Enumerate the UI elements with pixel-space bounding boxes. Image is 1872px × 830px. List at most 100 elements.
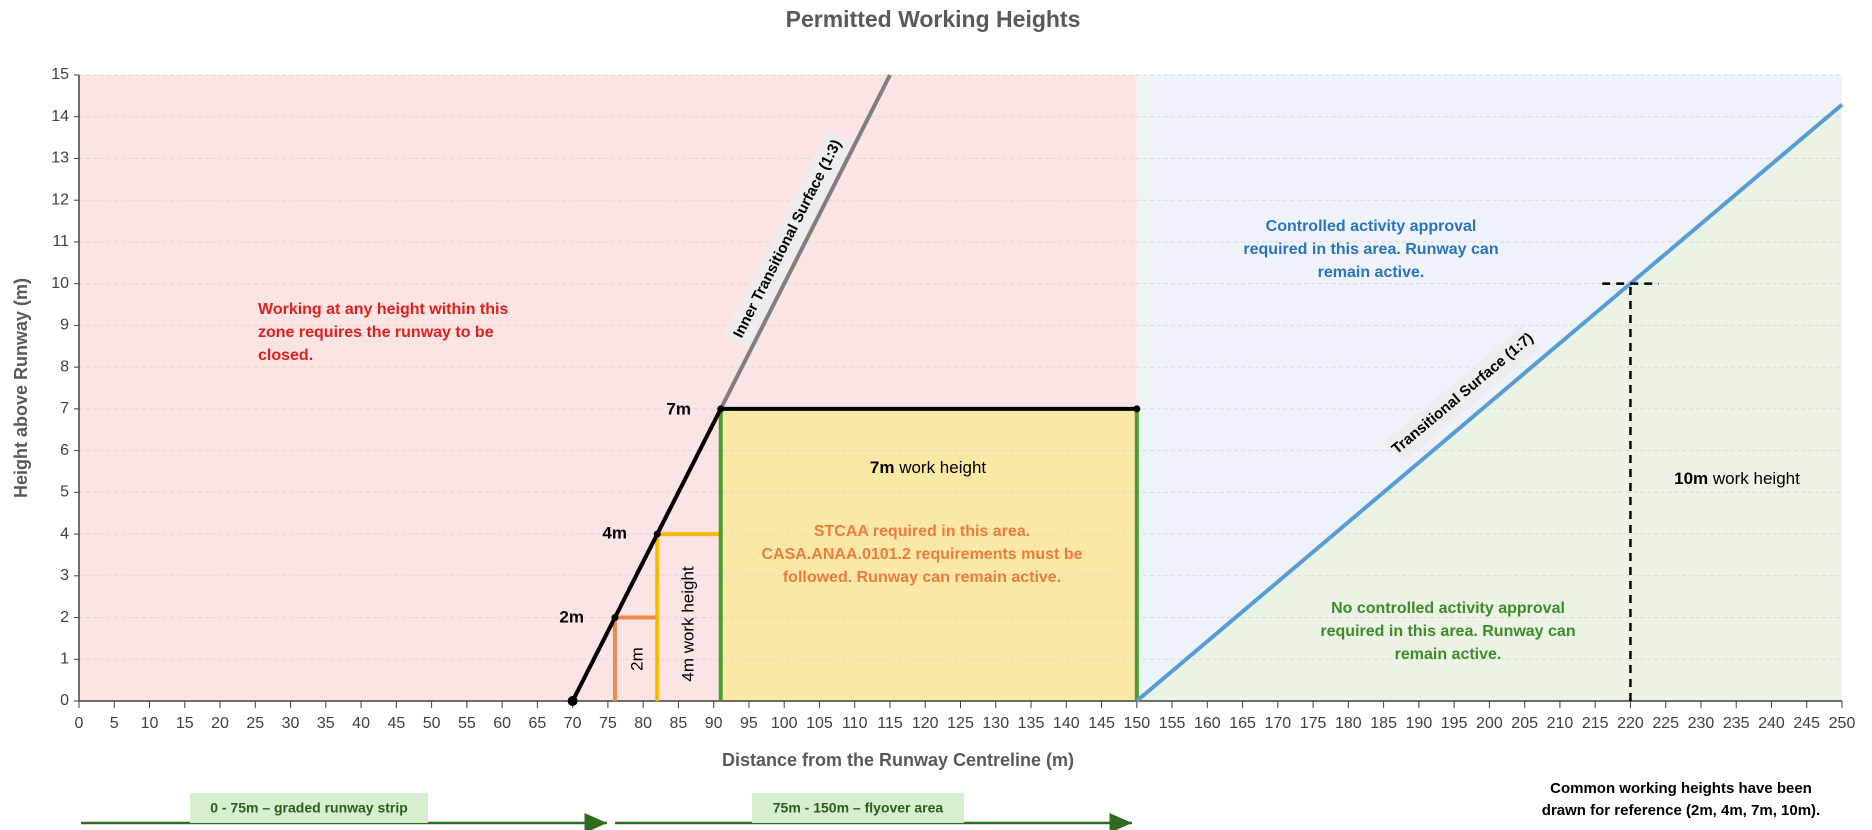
x-tick-label: 225	[1652, 715, 1679, 732]
y-tick-label: 1	[60, 650, 69, 667]
y-tick-label: 10	[51, 275, 69, 292]
series-line	[1135, 103, 1844, 703]
x-tick-label: 25	[246, 715, 264, 732]
x-tick-label: 10	[141, 715, 159, 732]
zone	[720, 408, 1137, 701]
x-tick-label: 150	[1123, 715, 1150, 732]
point	[1133, 405, 1141, 413]
x-tick-label: 100	[771, 715, 798, 732]
point	[653, 530, 661, 538]
y-tick-label: 12	[51, 191, 69, 208]
x-tick-label: 165	[1229, 715, 1256, 732]
x-tick-label: 45	[387, 715, 405, 732]
x-tick-label: 135	[1018, 715, 1045, 732]
surface-label-box	[723, 130, 853, 348]
area-label-box	[190, 793, 428, 823]
x-tick-label: 200	[1476, 715, 1503, 732]
y-tick-label: 14	[51, 108, 69, 125]
x-tick-label: 240	[1758, 715, 1785, 732]
y-tick-label: 5	[60, 484, 69, 501]
note: Common working heights have been	[1550, 780, 1812, 797]
x-tick-label: 50	[423, 715, 441, 732]
x-tick-label: 95	[740, 715, 758, 732]
point-label: 2m	[559, 607, 584, 626]
x-tick-label: 35	[317, 715, 335, 732]
work-height-label: 7m work height	[870, 458, 987, 477]
annotation: Controlled activity approval	[1266, 218, 1477, 235]
x-tick-label: 175	[1300, 715, 1327, 732]
x-tick-label: 85	[670, 715, 688, 732]
y-tick-label: 6	[60, 442, 69, 459]
x-tick-label: 65	[528, 715, 546, 732]
x-tick-label: 235	[1723, 715, 1750, 732]
x-tick-label: 115	[877, 715, 903, 732]
area-label: 0 - 75m – graded runway strip	[210, 800, 408, 816]
annotation: STCAA required in this area.	[814, 523, 1030, 540]
surface-label-box	[1385, 326, 1541, 462]
x-tick-label: 75	[599, 715, 617, 732]
x-tick-label: 215	[1582, 715, 1609, 732]
x-tick-label: 230	[1688, 715, 1715, 732]
annotation: remain active.	[1395, 646, 1502, 663]
x-tick-label: 110	[842, 715, 868, 732]
x-tick-label: 145	[1088, 715, 1115, 732]
x-tick-label: 185	[1370, 715, 1397, 732]
y-tick-label: 4	[60, 525, 69, 542]
x-tick-label: 130	[982, 715, 1009, 732]
y-tick-label: 13	[51, 150, 69, 167]
y-tick-label: 8	[60, 358, 69, 375]
y-tick-label: 11	[52, 233, 69, 250]
x-tick-label: 105	[806, 715, 833, 732]
x-tick-label: 30	[282, 715, 300, 732]
x-tick-label: 220	[1617, 715, 1644, 732]
x-tick-label: 0	[75, 715, 84, 732]
annotation: zone requires the runway to be	[258, 324, 494, 341]
area-label: 75m - 150m – flyover area	[773, 800, 944, 816]
y-tick-label: 2	[60, 609, 69, 626]
x-tick-label: 70	[564, 715, 582, 732]
annotation: required in this area. Runway can	[1243, 241, 1498, 258]
annotation: required in this area. Runway can	[1320, 623, 1575, 640]
x-tick-label: 60	[493, 715, 511, 732]
work-height-label: 10m work height	[1674, 469, 1800, 488]
work-height-bold: 10m	[1674, 469, 1708, 488]
point	[717, 405, 725, 413]
vertical-label: 2m	[627, 647, 646, 671]
work-height-text: work height	[898, 458, 986, 477]
area-label-box	[752, 793, 964, 823]
x-axis-label: Distance from the Runway Centreline (m)	[722, 750, 1074, 770]
annotation: closed.	[258, 347, 313, 364]
x-tick-label: 160	[1194, 715, 1221, 732]
annotation: remain active.	[1318, 264, 1425, 281]
y-tick-label: 15	[51, 66, 69, 83]
annotation: CASA.ANAA.0101.2 requirements must be	[762, 546, 1083, 563]
point	[567, 696, 578, 706]
x-tick-label: 20	[211, 715, 229, 732]
x-tick-label: 90	[705, 715, 723, 732]
x-tick-label: 5	[110, 715, 119, 732]
x-tick-label: 170	[1264, 715, 1291, 732]
point	[611, 614, 619, 622]
x-tick-label: 120	[912, 715, 939, 732]
chart-title: Permitted Working Heights	[786, 6, 1081, 32]
y-tick-label: 9	[60, 317, 69, 334]
x-tick-label: 190	[1406, 715, 1433, 732]
y-tick-label: 3	[60, 567, 69, 584]
x-tick-label: 40	[352, 715, 370, 732]
point-label: 7m	[666, 399, 691, 418]
vertical-label: 4m work height	[678, 566, 697, 682]
annotation: No controlled activity approval	[1331, 600, 1565, 617]
work-height-text: work height	[1712, 469, 1800, 488]
x-tick-label: 250	[1829, 715, 1856, 732]
annotation: Working at any height within this	[258, 301, 508, 318]
note: drawn for reference (2m, 4m, 7m, 10m).	[1542, 802, 1820, 819]
x-tick-label: 155	[1159, 715, 1186, 732]
y-axis-label: Height above Runway (m)	[11, 278, 31, 498]
y-tick-label: 7	[60, 400, 69, 417]
y-tick-label: 0	[60, 692, 69, 709]
x-tick-label: 125	[947, 715, 974, 732]
x-tick-label: 205	[1511, 715, 1538, 732]
work-height-bold: 7m	[870, 458, 895, 477]
x-tick-label: 245	[1793, 715, 1820, 732]
